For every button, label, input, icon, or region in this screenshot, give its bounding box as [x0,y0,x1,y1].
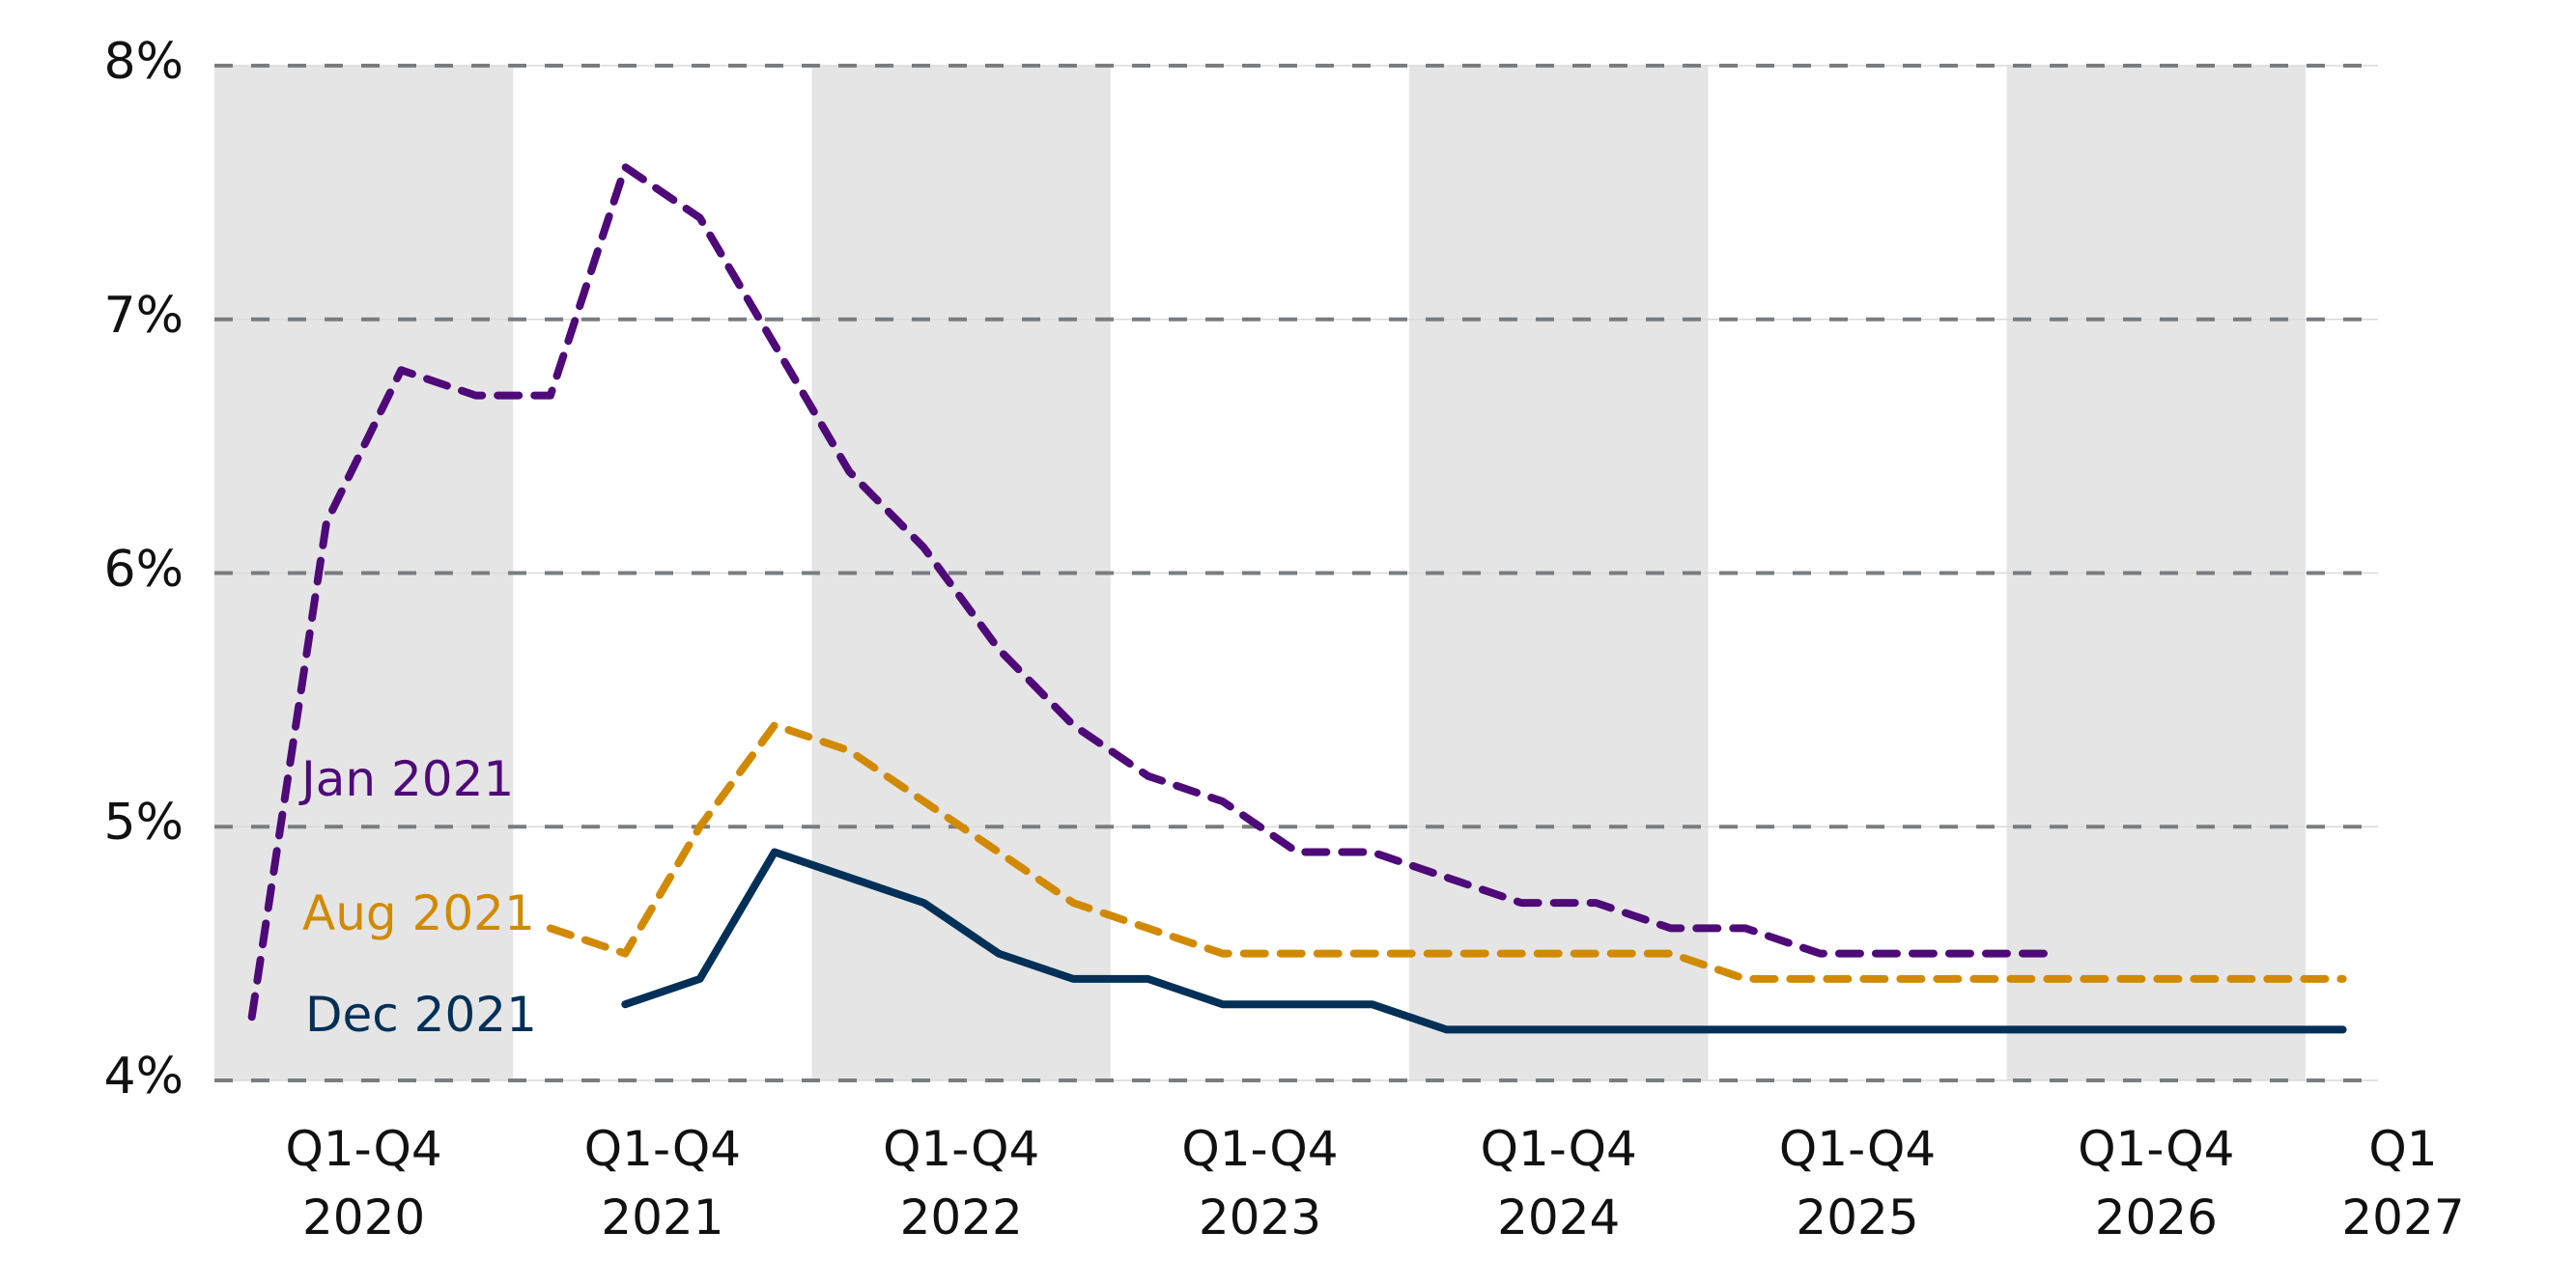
series-line-jan-2021 [247,163,2049,1022]
series-lines [247,163,2347,1034]
x-tick-label: Q1-Q4 2025 [1778,1121,1937,1246]
x-tick-label: Q1 2027 [2341,1121,2465,1246]
x-tick-label: Q1-Q4 2022 [883,1121,1040,1246]
y-tick-label: 6% [103,540,184,599]
legend-label-dec-2021: Dec 2021 [305,987,537,1043]
x-tick-label: Q1-Q4 2021 [583,1121,742,1246]
series-line-aug-2021 [546,721,2347,983]
legend-label-jan-2021: Jan 2021 [301,751,515,807]
series-line-dec-2021 [621,848,2347,1034]
x-tick-label: Q1-Q4 2020 [285,1121,442,1246]
y-tick-label: 5% [103,794,184,853]
x-tick-label: Q1-Q4 2024 [1480,1121,1637,1246]
x-tick-label: Q1-Q4 2026 [2078,1121,2235,1246]
y-tick-label: 4% [103,1048,184,1106]
y-tick-label: 8% [103,33,184,91]
legend-label-aug-2021: Aug 2021 [302,885,535,941]
x-tick-label: Q1-Q4 2023 [1181,1121,1339,1246]
gridlines [214,64,2378,1082]
y-tick-label: 7% [103,286,184,345]
